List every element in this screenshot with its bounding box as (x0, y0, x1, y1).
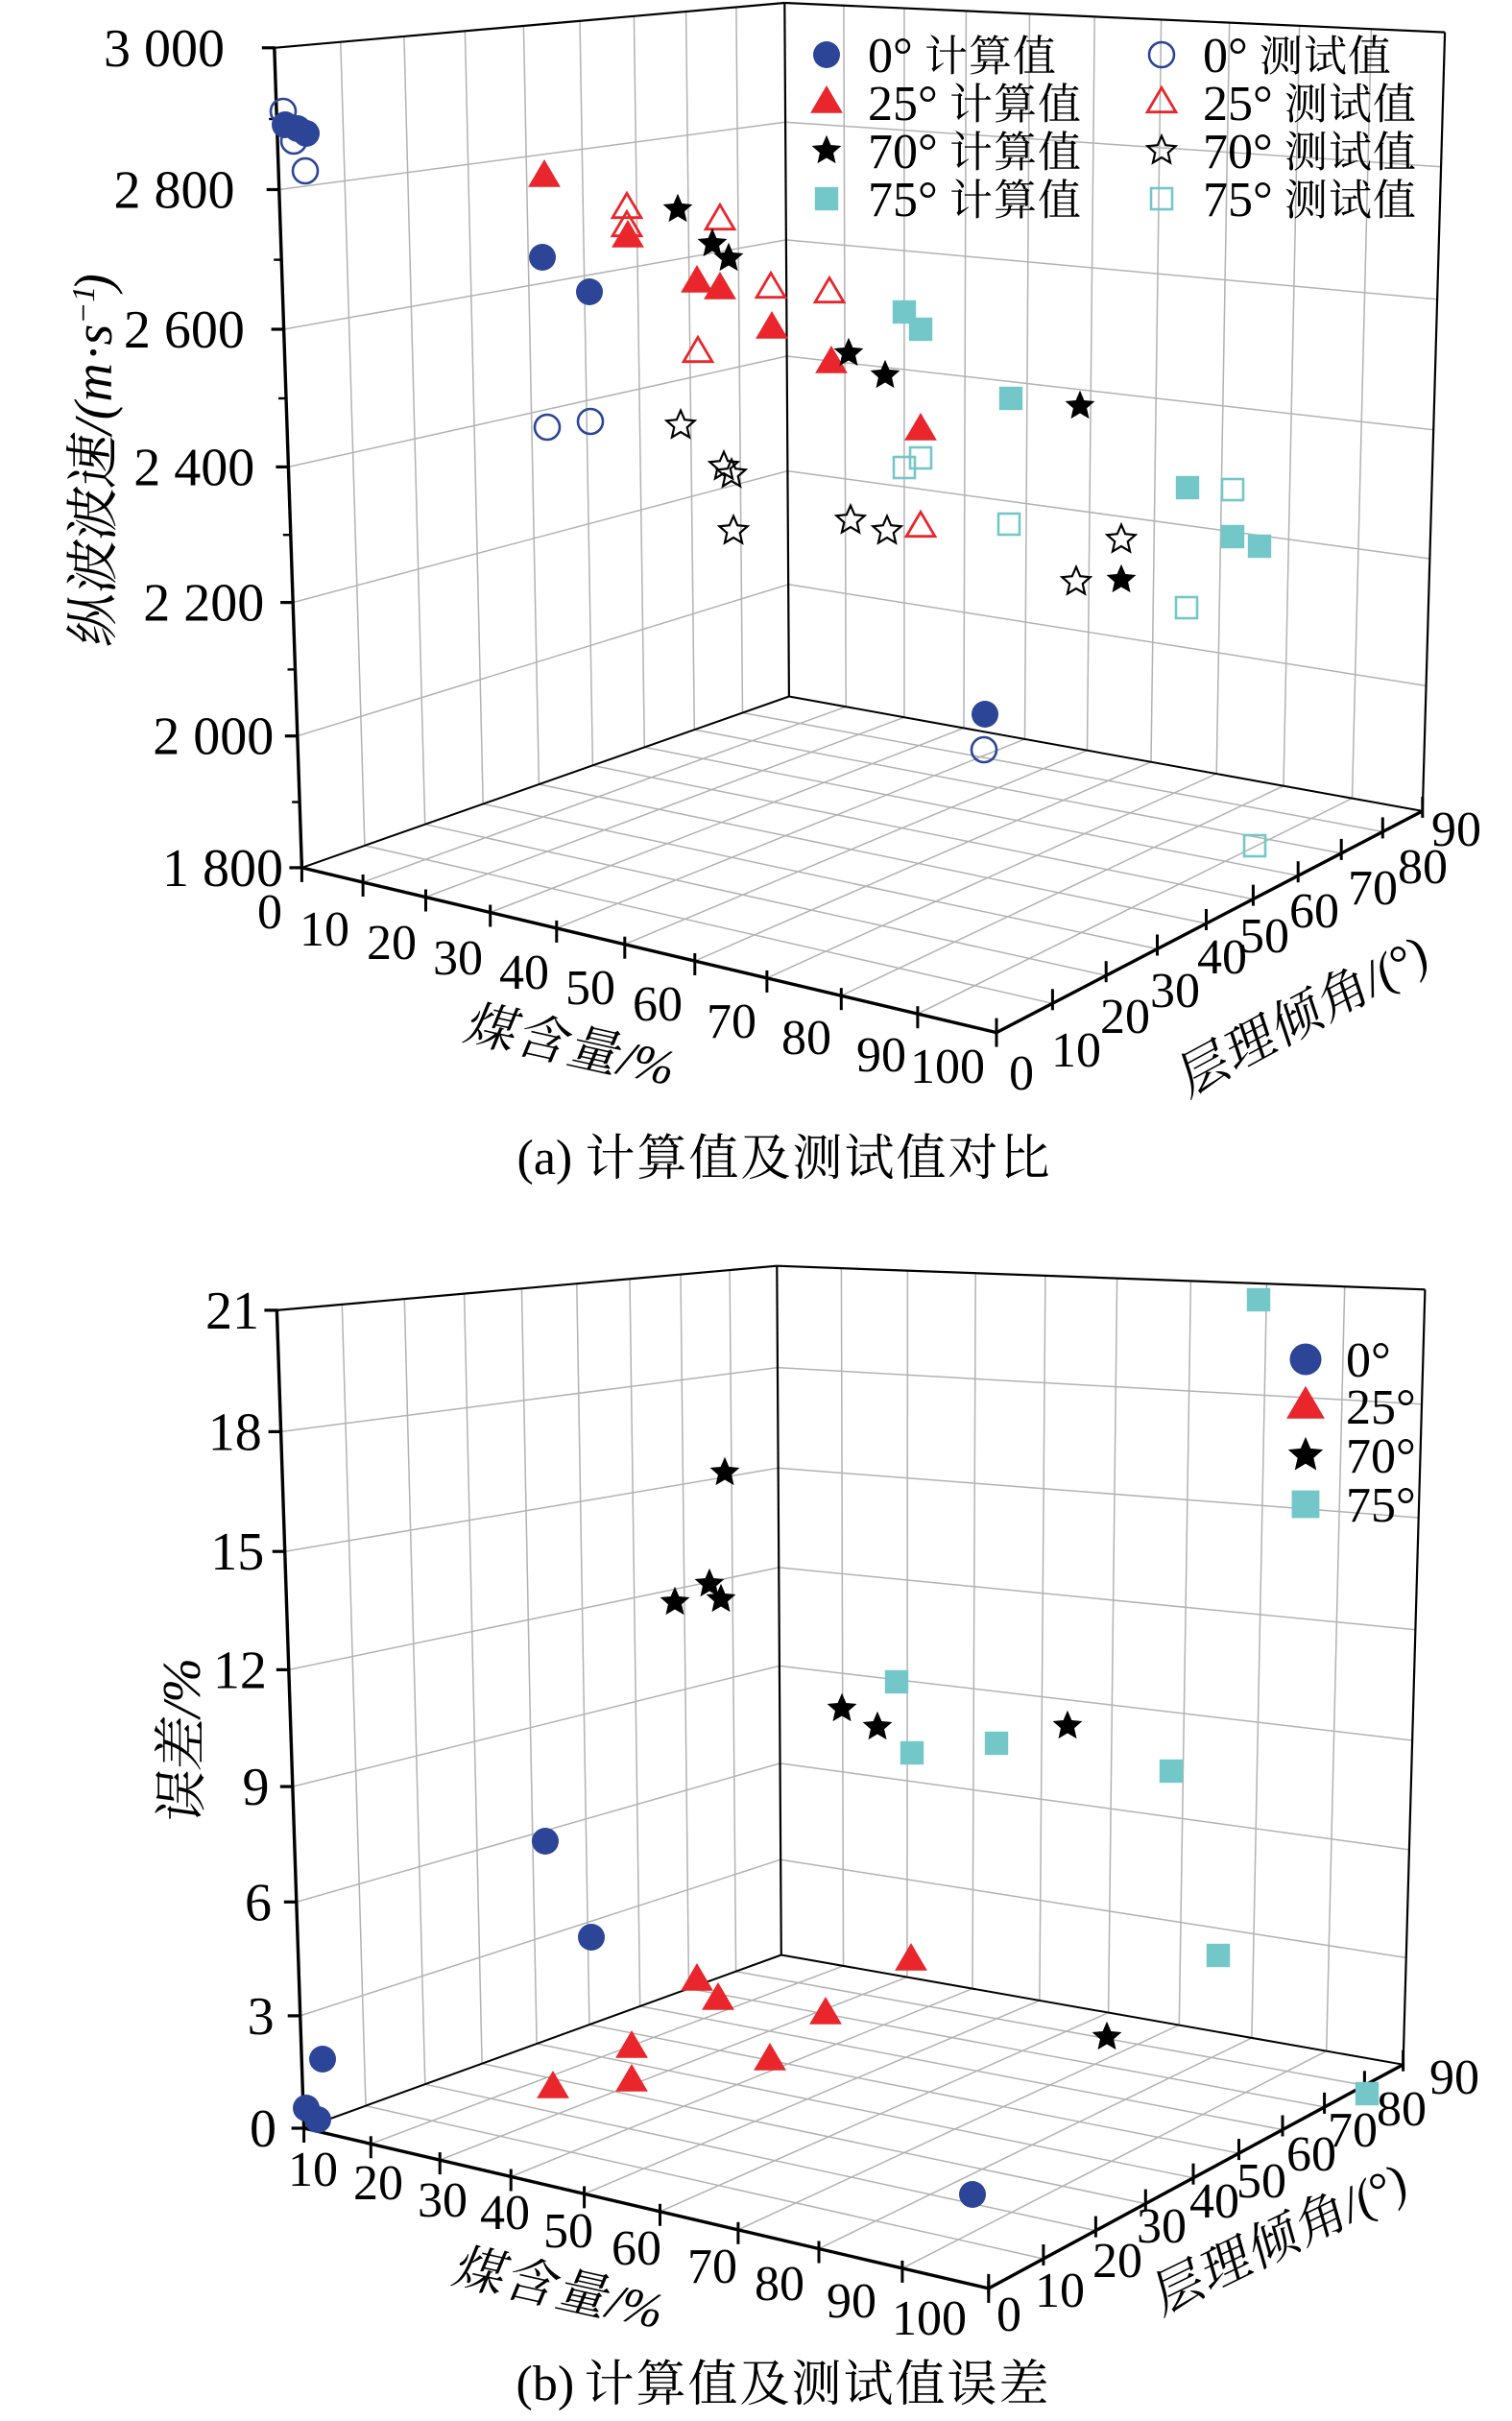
svg-text:90: 90 (827, 2274, 876, 2329)
svg-text:70°: 70° (1203, 125, 1273, 180)
svg-text:100: 100 (892, 2291, 967, 2346)
svg-text:/(: /( (64, 398, 124, 438)
svg-text:25°: 25° (868, 77, 938, 132)
svg-text:/%: /% (153, 1658, 212, 1720)
svg-text:100: 100 (910, 1040, 985, 1094)
svg-text:10: 10 (288, 2143, 338, 2197)
svg-text:s: s (64, 324, 124, 346)
svg-text:60: 60 (633, 977, 683, 1032)
svg-text:60: 60 (1289, 884, 1339, 939)
svg-text:): ) (64, 274, 124, 295)
svg-text:10: 10 (300, 902, 349, 957)
svg-text:60: 60 (1286, 2127, 1336, 2182)
svg-text:25°: 25° (1203, 77, 1273, 132)
svg-text:20: 20 (367, 916, 417, 971)
svg-text:/%: /% (611, 1031, 680, 1097)
svg-text:0: 0 (257, 885, 282, 940)
svg-text:3: 3 (248, 1987, 275, 2047)
svg-text:90: 90 (1431, 803, 1481, 857)
svg-text:50: 50 (565, 961, 615, 1016)
svg-text:2 200: 2 200 (143, 574, 264, 634)
svg-text:70: 70 (1328, 2103, 1378, 2158)
svg-text:2 000: 2 000 (153, 707, 274, 767)
svg-text:60: 60 (612, 2221, 661, 2276)
svg-text:−1: −1 (66, 286, 102, 324)
svg-text:1 800: 1 800 (162, 839, 283, 899)
svg-text:75°: 75° (1346, 1478, 1416, 1533)
svg-text:90: 90 (856, 1028, 906, 1083)
svg-text:30: 30 (1137, 2199, 1187, 2254)
svg-text:30: 30 (1150, 964, 1200, 1019)
svg-text:0°: 0° (868, 29, 913, 84)
svg-text:12: 12 (213, 1641, 267, 1700)
svg-text:m: m (64, 363, 124, 401)
svg-text:0: 0 (1009, 1046, 1034, 1101)
svg-text:6: 6 (245, 1873, 272, 1932)
svg-text:2 800: 2 800 (114, 161, 235, 221)
svg-text:0°: 0° (1203, 29, 1248, 84)
svg-text:25°: 25° (1346, 1380, 1416, 1435)
svg-text:(b): (b) (516, 2357, 575, 2411)
svg-text:40: 40 (499, 946, 549, 1000)
svg-text:2 400: 2 400 (133, 438, 254, 497)
svg-text:70°: 70° (868, 125, 938, 180)
svg-text:75°: 75° (868, 173, 938, 228)
svg-text:80: 80 (1377, 2082, 1427, 2137)
svg-text:50: 50 (1236, 2154, 1286, 2209)
svg-text:9: 9 (243, 1758, 270, 1817)
svg-text:18: 18 (208, 1402, 262, 1462)
svg-text:50: 50 (1239, 909, 1289, 964)
svg-text:·: · (64, 347, 124, 360)
svg-text:50: 50 (543, 2204, 593, 2259)
svg-text:2 600: 2 600 (124, 300, 245, 360)
svg-text:30: 30 (418, 2173, 468, 2228)
svg-text:80: 80 (755, 2257, 804, 2312)
svg-text:40: 40 (1197, 930, 1247, 985)
svg-text:0: 0 (250, 2099, 276, 2159)
svg-text:0: 0 (996, 2288, 1021, 2342)
svg-text:20: 20 (1092, 2234, 1142, 2289)
svg-text:80: 80 (1398, 840, 1448, 895)
svg-text:21: 21 (205, 1282, 259, 1341)
svg-text:80: 80 (781, 1011, 831, 1066)
svg-text:/%: /% (599, 2274, 668, 2340)
svg-text:90: 90 (1429, 2050, 1479, 2105)
svg-text:70: 70 (687, 2240, 737, 2294)
svg-text:70: 70 (1348, 861, 1398, 916)
svg-text:40: 40 (480, 2186, 530, 2241)
svg-text:75°: 75° (1203, 173, 1273, 228)
svg-text:10: 10 (1051, 1023, 1101, 1078)
svg-text:30: 30 (433, 931, 483, 986)
svg-text:(a): (a) (517, 1131, 573, 1186)
svg-text:20: 20 (1100, 990, 1150, 1044)
svg-text:70°: 70° (1346, 1429, 1416, 1484)
svg-text:0°: 0° (1346, 1333, 1391, 1388)
svg-text:20: 20 (353, 2156, 403, 2211)
svg-text:3 000: 3 000 (104, 19, 225, 79)
svg-text:40: 40 (1189, 2174, 1239, 2229)
svg-text:10: 10 (1035, 2264, 1085, 2318)
svg-text:15: 15 (210, 1522, 264, 1582)
svg-text:70: 70 (707, 995, 756, 1049)
